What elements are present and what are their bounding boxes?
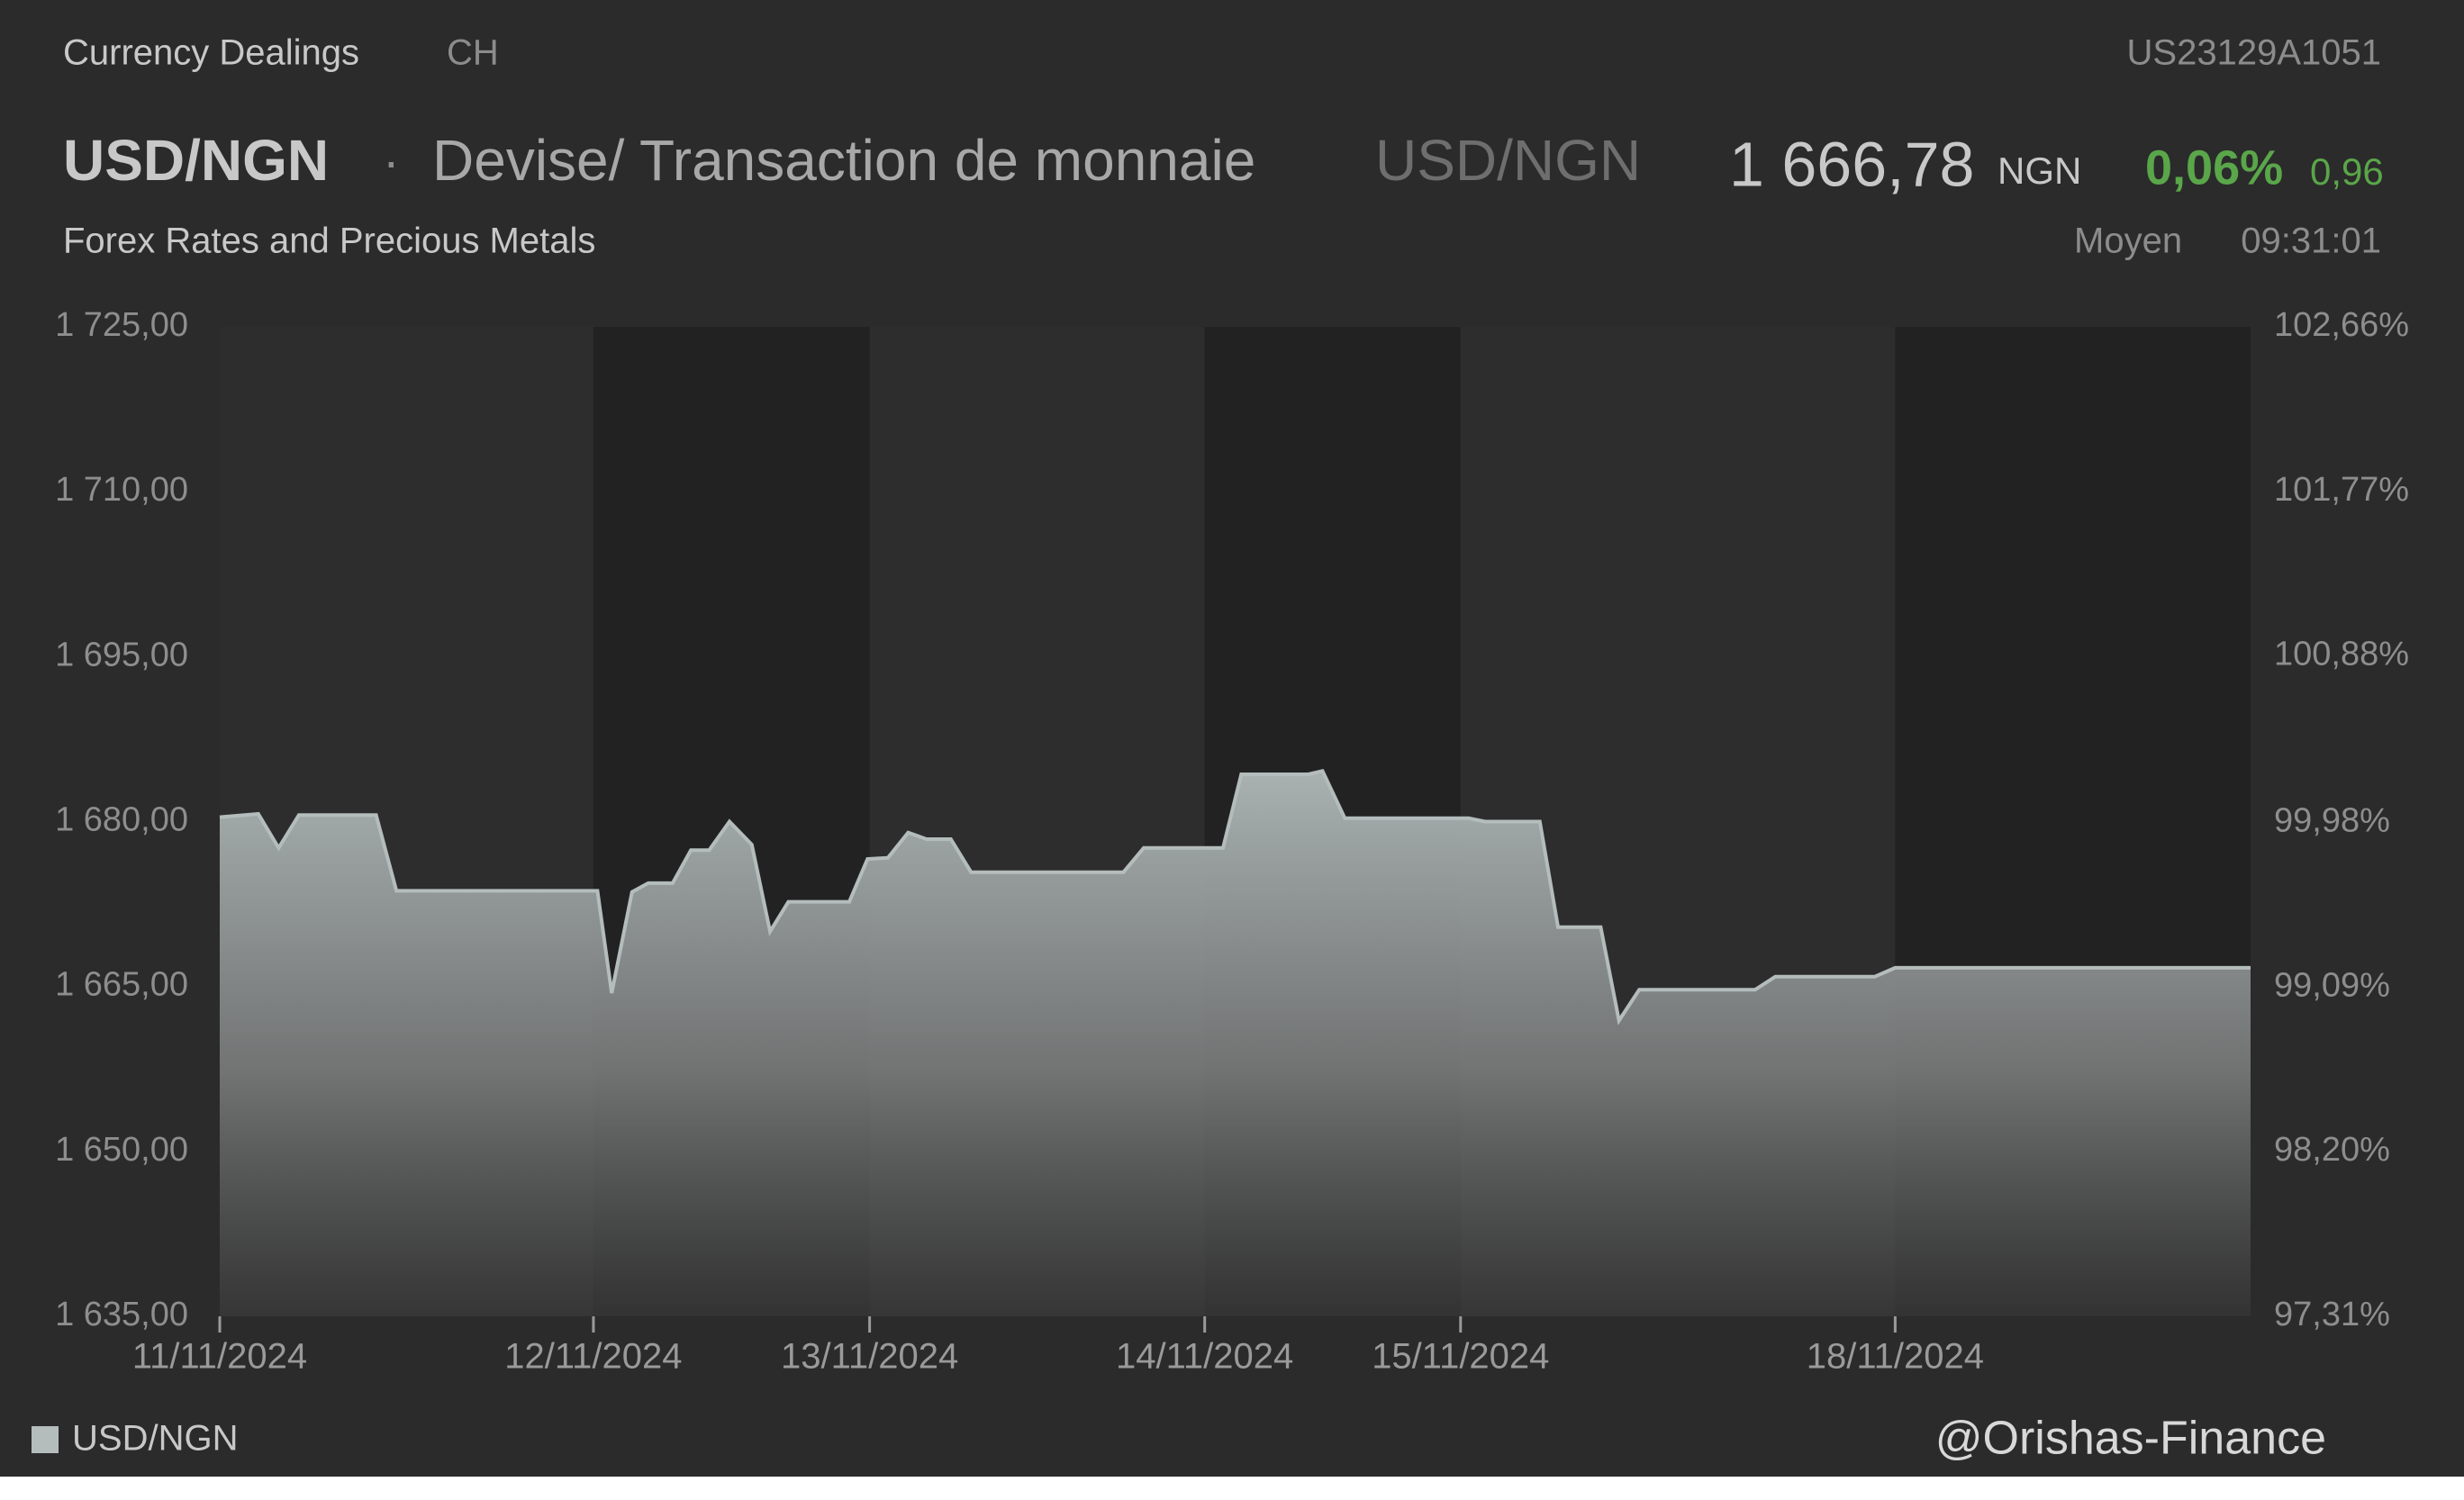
plot: 1 725,00 1 710,00 1 695,00 1 680,00 1 665,00… <box>55 306 2409 1377</box>
legend-label: USD/NGN <box>72 1419 238 1459</box>
y2-tick-label: 102,66% <box>2274 306 2409 344</box>
x-tick-label: 12/11/2024 <box>504 1337 682 1377</box>
y2-tick-label: 98,20% <box>2274 1131 2390 1169</box>
change-pct: 0,06% <box>2145 140 2283 194</box>
price: 1 666,78 <box>1729 129 1974 199</box>
y-tick-label: 1 710,00 <box>55 471 188 509</box>
y2-tick-label: 101,77% <box>2274 471 2409 509</box>
y-tick-label: 1 695,00 <box>55 636 188 673</box>
description: Devise/ Transaction de monnaie <box>432 128 1255 193</box>
y2-tick-label: 97,31% <box>2274 1296 2390 1333</box>
country: CH <box>447 33 499 73</box>
y2-tick-label: 99,09% <box>2274 966 2390 1004</box>
category: Forex Rates and Precious Metals <box>63 221 595 261</box>
x-tick-label: 11/11/2024 <box>132 1337 307 1377</box>
y-tick-label: 1 650,00 <box>55 1131 188 1169</box>
y-tick-label: 1 635,00 <box>55 1296 188 1333</box>
time: 09:31:01 <box>2241 221 2381 261</box>
x-tick-label: 13/11/2024 <box>781 1337 958 1377</box>
watermark: @Orishas-Finance <box>1935 1413 2326 1465</box>
line <box>219 768 2251 1026</box>
x-tick-label: 18/11/2024 <box>1807 1337 1984 1377</box>
symbol-alt: USD/NGN <box>1375 128 1641 193</box>
currency: NGN <box>1997 149 2081 192</box>
separator: · <box>383 132 400 189</box>
y-tick-label: 1 665,00 <box>55 966 188 1004</box>
quote-type: Moyen <box>2074 221 2182 261</box>
x-tick-label: 14/11/2024 <box>1116 1337 1293 1377</box>
y-tick-label: 1 680,00 <box>55 801 188 839</box>
symbol: USD/NGN <box>63 128 329 193</box>
y2-tick-label: 99,98% <box>2274 802 2390 840</box>
isin: US23129A1051 <box>2127 33 2381 73</box>
x-tick-label: 15/11/2024 <box>1372 1337 1549 1377</box>
y-tick-label: 1 725,00 <box>55 306 188 344</box>
area <box>220 771 2251 1316</box>
change-abs: 0,96 <box>2310 150 2384 193</box>
section: Currency Dealings <box>63 33 359 73</box>
y2-tick-label: 100,88% <box>2274 636 2409 673</box>
legend-swatch <box>32 1426 59 1453</box>
